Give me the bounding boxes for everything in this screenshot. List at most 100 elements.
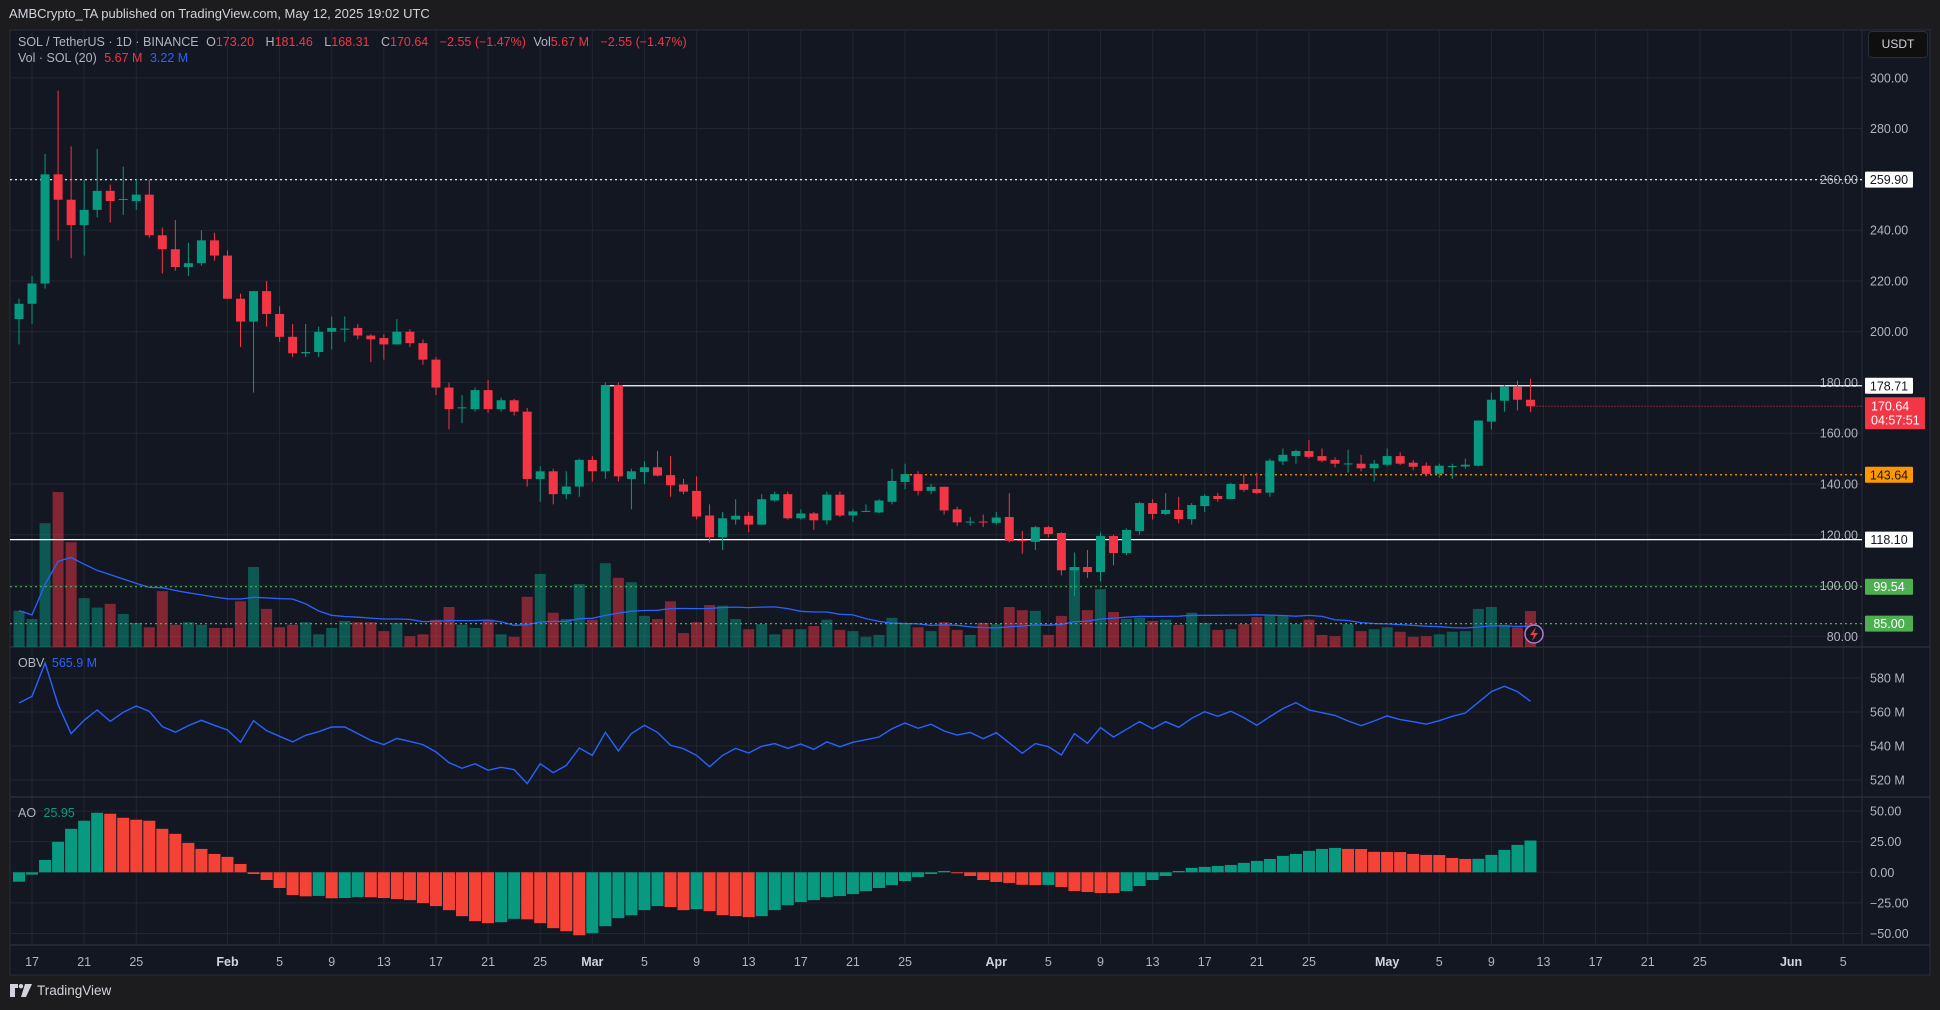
- candle[interactable]: [222, 250, 232, 299]
- candle[interactable]: [1174, 496, 1184, 524]
- candle[interactable]: [14, 298, 24, 345]
- candle[interactable]: [548, 468, 558, 505]
- candle[interactable]: [639, 461, 649, 485]
- candle[interactable]: [1291, 449, 1301, 464]
- candle[interactable]: [1473, 420, 1483, 467]
- candle[interactable]: [170, 220, 180, 271]
- candle[interactable]: [731, 499, 741, 525]
- candle[interactable]: [978, 514, 988, 528]
- candle[interactable]: [626, 468, 636, 510]
- candle[interactable]: [327, 316, 337, 350]
- candle[interactable]: [1486, 392, 1496, 430]
- candle[interactable]: [783, 491, 793, 520]
- candle[interactable]: [496, 397, 506, 412]
- candle[interactable]: [301, 324, 311, 358]
- candle[interactable]: [392, 319, 402, 345]
- candle[interactable]: [835, 491, 845, 518]
- candle[interactable]: [1043, 525, 1053, 538]
- candle[interactable]: [965, 517, 975, 526]
- candle[interactable]: [587, 456, 597, 482]
- candle[interactable]: [1109, 534, 1119, 566]
- candle[interactable]: [1369, 459, 1379, 482]
- candle[interactable]: [249, 291, 259, 393]
- candle[interactable]: [1082, 550, 1092, 578]
- candle[interactable]: [1395, 452, 1405, 465]
- candle[interactable]: [457, 395, 467, 424]
- candle[interactable]: [1200, 494, 1210, 512]
- candle[interactable]: [1304, 440, 1314, 459]
- candle[interactable]: [92, 148, 102, 218]
- candle[interactable]: [600, 382, 610, 479]
- candle[interactable]: [939, 486, 949, 515]
- candle[interactable]: [1265, 458, 1275, 497]
- candle[interactable]: [157, 227, 167, 274]
- candle[interactable]: [926, 484, 936, 495]
- candle[interactable]: [1408, 459, 1418, 471]
- candle[interactable]: [1239, 473, 1249, 492]
- candle[interactable]: [418, 339, 428, 365]
- candle[interactable]: [952, 506, 962, 526]
- candle[interactable]: [522, 407, 532, 487]
- candle[interactable]: [196, 230, 206, 266]
- candle[interactable]: [288, 324, 298, 358]
- candle[interactable]: [718, 511, 728, 551]
- candle[interactable]: [848, 509, 858, 523]
- candle[interactable]: [262, 280, 272, 327]
- candle[interactable]: [1017, 530, 1027, 554]
- candle[interactable]: [652, 451, 662, 477]
- candle[interactable]: [470, 387, 480, 412]
- candle[interactable]: [118, 166, 128, 215]
- candle[interactable]: [809, 511, 819, 530]
- candle[interactable]: [1434, 463, 1444, 478]
- candle[interactable]: [444, 382, 454, 430]
- candle[interactable]: [900, 463, 910, 490]
- candle[interactable]: [679, 478, 689, 495]
- candle[interactable]: [27, 275, 37, 325]
- candle[interactable]: [379, 334, 389, 360]
- obv-title[interactable]: OBV: [18, 656, 45, 670]
- candle[interactable]: [991, 511, 1001, 525]
- candle[interactable]: [366, 334, 376, 363]
- candle[interactable]: [1095, 532, 1105, 582]
- candle[interactable]: [340, 316, 350, 342]
- candle[interactable]: [105, 184, 115, 223]
- candle[interactable]: [1069, 552, 1079, 597]
- candle[interactable]: [1278, 448, 1288, 465]
- candle[interactable]: [1512, 380, 1522, 411]
- tradingview-footer[interactable]: TradingView: [10, 983, 111, 998]
- candle[interactable]: [1187, 503, 1197, 525]
- candle[interactable]: [1317, 448, 1327, 463]
- candle[interactable]: [1148, 499, 1158, 520]
- candle[interactable]: [1226, 482, 1236, 500]
- candle[interactable]: [1030, 525, 1040, 551]
- candle[interactable]: [405, 329, 415, 347]
- candle[interactable]: [144, 179, 154, 238]
- candle[interactable]: [666, 456, 675, 497]
- lightning-icon[interactable]: [1524, 624, 1544, 644]
- candle[interactable]: [509, 398, 519, 416]
- volume-indicator-title[interactable]: Vol · SOL (20): [18, 51, 97, 65]
- candle[interactable]: [561, 471, 571, 500]
- ao-title[interactable]: AO: [18, 806, 37, 820]
- candle[interactable]: [236, 293, 246, 347]
- candle[interactable]: [40, 154, 50, 289]
- currency-button[interactable]: USDT: [1868, 31, 1928, 58]
- candle[interactable]: [692, 476, 702, 520]
- candle[interactable]: [744, 511, 754, 533]
- candle[interactable]: [1499, 385, 1509, 412]
- candle[interactable]: [1056, 532, 1066, 576]
- candle[interactable]: [574, 458, 584, 497]
- candle[interactable]: [183, 242, 193, 276]
- candle[interactable]: [1213, 492, 1223, 502]
- candle[interactable]: [705, 504, 715, 543]
- candle[interactable]: [770, 491, 780, 502]
- candle[interactable]: [66, 146, 76, 259]
- candle[interactable]: [613, 382, 623, 482]
- candle[interactable]: [874, 499, 884, 514]
- candle[interactable]: [1252, 472, 1262, 495]
- candle[interactable]: [53, 90, 63, 241]
- candle[interactable]: [431, 357, 441, 396]
- candle[interactable]: [353, 324, 363, 340]
- candle[interactable]: [1356, 454, 1366, 472]
